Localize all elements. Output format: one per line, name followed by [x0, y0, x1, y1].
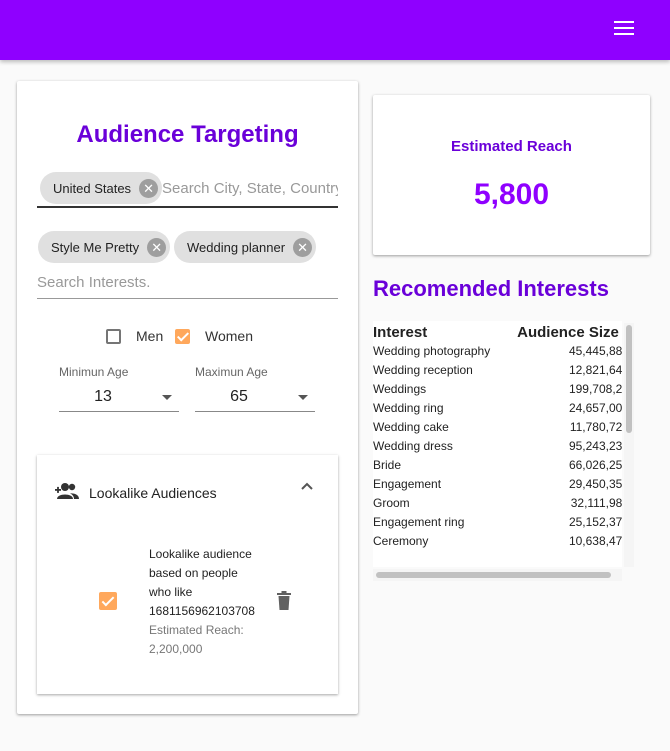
location-search-input[interactable] — [162, 178, 338, 198]
table-row[interactable]: Wedding ring 24,657,000 — [373, 399, 622, 418]
audience-size: 95,243,230 — [568, 439, 622, 453]
interest-name: Engagement — [373, 477, 442, 491]
max-age-select[interactable]: 65 — [195, 381, 315, 412]
table-row[interactable]: Groom 32,111,980 — [373, 494, 622, 513]
interest-name: Wedding dress — [373, 439, 453, 453]
audience-size: 24,657,000 — [568, 401, 622, 415]
interest-name: Wedding photography — [373, 344, 491, 358]
lookalike-panel-header[interactable]: Lookalike Audiences — [37, 455, 338, 531]
interest-column-header: Interest — [373, 324, 428, 341]
min-age-label: Minimun Age — [59, 365, 129, 379]
table-row[interactable]: Weddings 199,708,20 — [373, 380, 622, 399]
lookalike-description: Lookalike audience based on people who l… — [149, 545, 279, 659]
lookalike-title: Lookalike Audiences — [89, 485, 217, 501]
chevron-down-icon — [298, 395, 308, 400]
estimated-reach-card: Estimated Reach 5,800 — [373, 95, 650, 255]
add-people-icon — [55, 483, 79, 499]
table-row[interactable]: Ceremony 10,638,470 — [373, 532, 622, 551]
lookalike-line: based on people — [149, 566, 238, 580]
table-row[interactable]: Wedding cake 11,780,720 — [373, 418, 622, 437]
men-label: Men — [136, 328, 164, 344]
table-row[interactable]: Wedding reception 12,821,643 — [373, 361, 622, 380]
gender-women[interactable]: Women — [175, 328, 253, 344]
gender-men[interactable]: Men — [106, 328, 163, 344]
lookalike-reach-label: Estimated Reach: — [149, 623, 244, 637]
interest-chip: Wedding planner ✕ — [174, 231, 317, 263]
men-checkbox[interactable] — [106, 328, 121, 344]
table-row[interactable]: Wedding dress 95,243,230 — [373, 437, 622, 456]
audience-size: 11,780,720 — [569, 420, 622, 434]
lookalike-line: Lookalike audience — [149, 547, 252, 561]
chevron-down-icon — [162, 395, 172, 400]
audience-targeting-card: Audience Targeting United States ✕ Style… — [17, 81, 358, 714]
audience-size: 199,708,20 — [568, 382, 622, 396]
close-icon[interactable]: ✕ — [293, 237, 313, 257]
location-chip: United States ✕ — [40, 172, 163, 204]
vertical-scrollbar[interactable] — [624, 323, 634, 567]
lookalike-page-id: 1681156962103708 — [149, 604, 255, 618]
horizontal-scrollbar[interactable] — [373, 569, 622, 581]
lookalike-line: who like — [149, 585, 193, 599]
page-title: Audience Targeting — [76, 121, 299, 148]
interest-name: Wedding reception — [373, 363, 473, 377]
min-age-value: 13 — [94, 388, 112, 405]
location-chip-label: United States — [53, 180, 132, 196]
audience-size: 12,821,643 — [568, 363, 622, 377]
lookalike-checkbox[interactable] — [99, 592, 117, 610]
table-row[interactable]: Engagement 29,450,350 — [373, 475, 622, 494]
table-row[interactable]: Engagement ring 25,152,370 — [373, 513, 622, 532]
max-age-label: Maximun Age — [195, 365, 268, 379]
audience-size: 10,638,470 — [568, 534, 622, 548]
recommended-interests-title: Recomended Interests — [373, 276, 609, 301]
interest-name: Wedding ring — [373, 401, 444, 415]
interest-chip: Style Me Pretty ✕ — [38, 231, 171, 263]
lookalike-reach-value: 2,200,000 — [149, 642, 203, 656]
close-icon[interactable]: ✕ — [147, 237, 167, 257]
lookalike-panel: Lookalike Audiences Lookalike audience b… — [37, 455, 338, 694]
table-header-row: Interest Audience Size — [373, 321, 622, 342]
interest-chip-label: Style Me Pretty — [51, 239, 140, 255]
min-age-select[interactable]: 13 — [59, 381, 179, 412]
interest-name: Bride — [373, 458, 402, 472]
close-icon[interactable]: ✕ — [139, 178, 159, 198]
app-bar — [0, 0, 670, 60]
audience-size: 32,111,980 — [570, 496, 622, 510]
table-row[interactable]: Bride 66,026,250 — [373, 456, 622, 475]
interest-name: Engagement ring — [373, 515, 465, 529]
women-label: Women — [205, 328, 253, 344]
scrollbar-thumb[interactable] — [626, 325, 632, 433]
women-checkbox[interactable] — [175, 328, 190, 344]
recommended-interests-table: Interest Audience Size Wedding photograp… — [373, 321, 622, 567]
scrollbar-thumb[interactable] — [376, 572, 611, 578]
audience-size: 25,152,370 — [568, 515, 622, 529]
hamburger-menu-icon[interactable] — [614, 21, 634, 37]
interest-name: Groom — [373, 496, 410, 510]
max-age-value: 65 — [230, 388, 248, 405]
interest-chip-label: Wedding planner — [187, 239, 286, 255]
interests-field: Style Me Pretty ✕ Wedding planner ✕ — [37, 231, 338, 299]
audience-size: 66,026,250 — [568, 458, 622, 472]
audience-size: 29,450,350 — [568, 477, 622, 491]
estimated-reach-value: 5,800 — [473, 178, 550, 211]
audience-size-column-header: Audience Size — [517, 324, 619, 341]
table-row[interactable]: Wedding photography 45,445,880 — [373, 342, 622, 361]
location-field: United States ✕ — [37, 171, 338, 208]
interest-search-input[interactable] — [37, 272, 337, 292]
interest-name: Ceremony — [373, 534, 429, 548]
interest-name: Wedding cake — [373, 420, 449, 434]
trash-icon[interactable] — [276, 591, 292, 611]
chevron-up-icon[interactable] — [300, 481, 314, 491]
estimated-reach-label: Estimated Reach — [451, 138, 572, 155]
interest-name: Weddings — [373, 382, 427, 396]
audience-size: 45,445,880 — [568, 344, 622, 358]
